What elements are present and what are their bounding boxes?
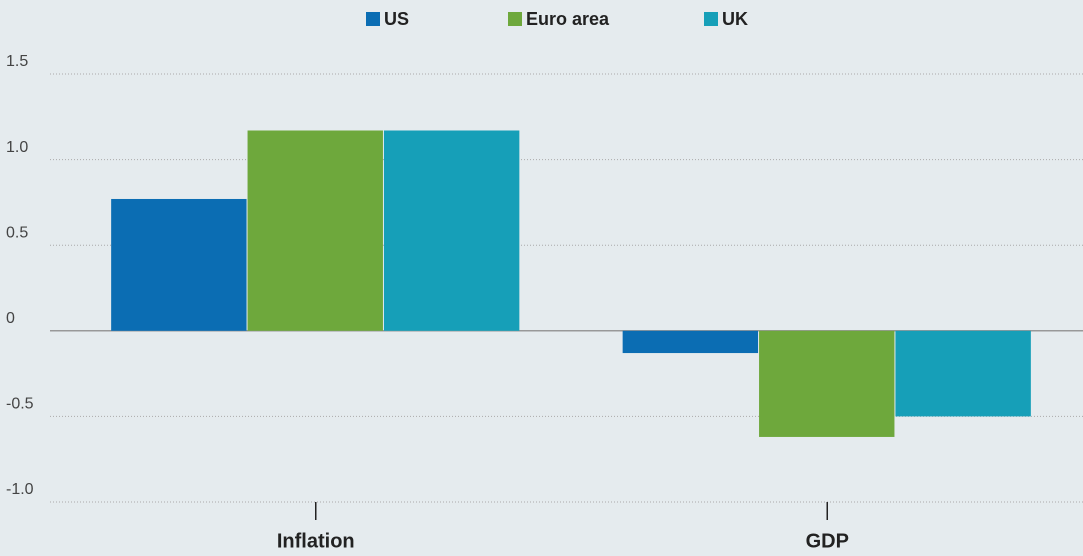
- legend-swatch: [366, 12, 380, 26]
- legend-label: Euro area: [526, 9, 610, 29]
- bar: [111, 198, 247, 331]
- legend-swatch: [704, 12, 718, 26]
- y-tick-label: -0.5: [6, 396, 34, 413]
- bar: [383, 130, 520, 331]
- bar: [622, 330, 759, 354]
- legend-label: US: [384, 9, 409, 29]
- y-tick-label: 0.5: [6, 224, 28, 241]
- bar: [895, 330, 1031, 417]
- legend-label: UK: [722, 9, 748, 29]
- y-tick-label: 1.0: [6, 139, 28, 156]
- bar: [247, 130, 383, 331]
- y-tick-label: 0: [6, 310, 15, 327]
- y-tick-label: 1.5: [6, 53, 28, 70]
- legend-swatch: [508, 12, 522, 26]
- x-tick-label: Inflation: [277, 530, 355, 552]
- y-tick-label: -1.0: [6, 481, 34, 498]
- bar: [759, 330, 895, 437]
- x-tick-label: GDP: [806, 530, 849, 552]
